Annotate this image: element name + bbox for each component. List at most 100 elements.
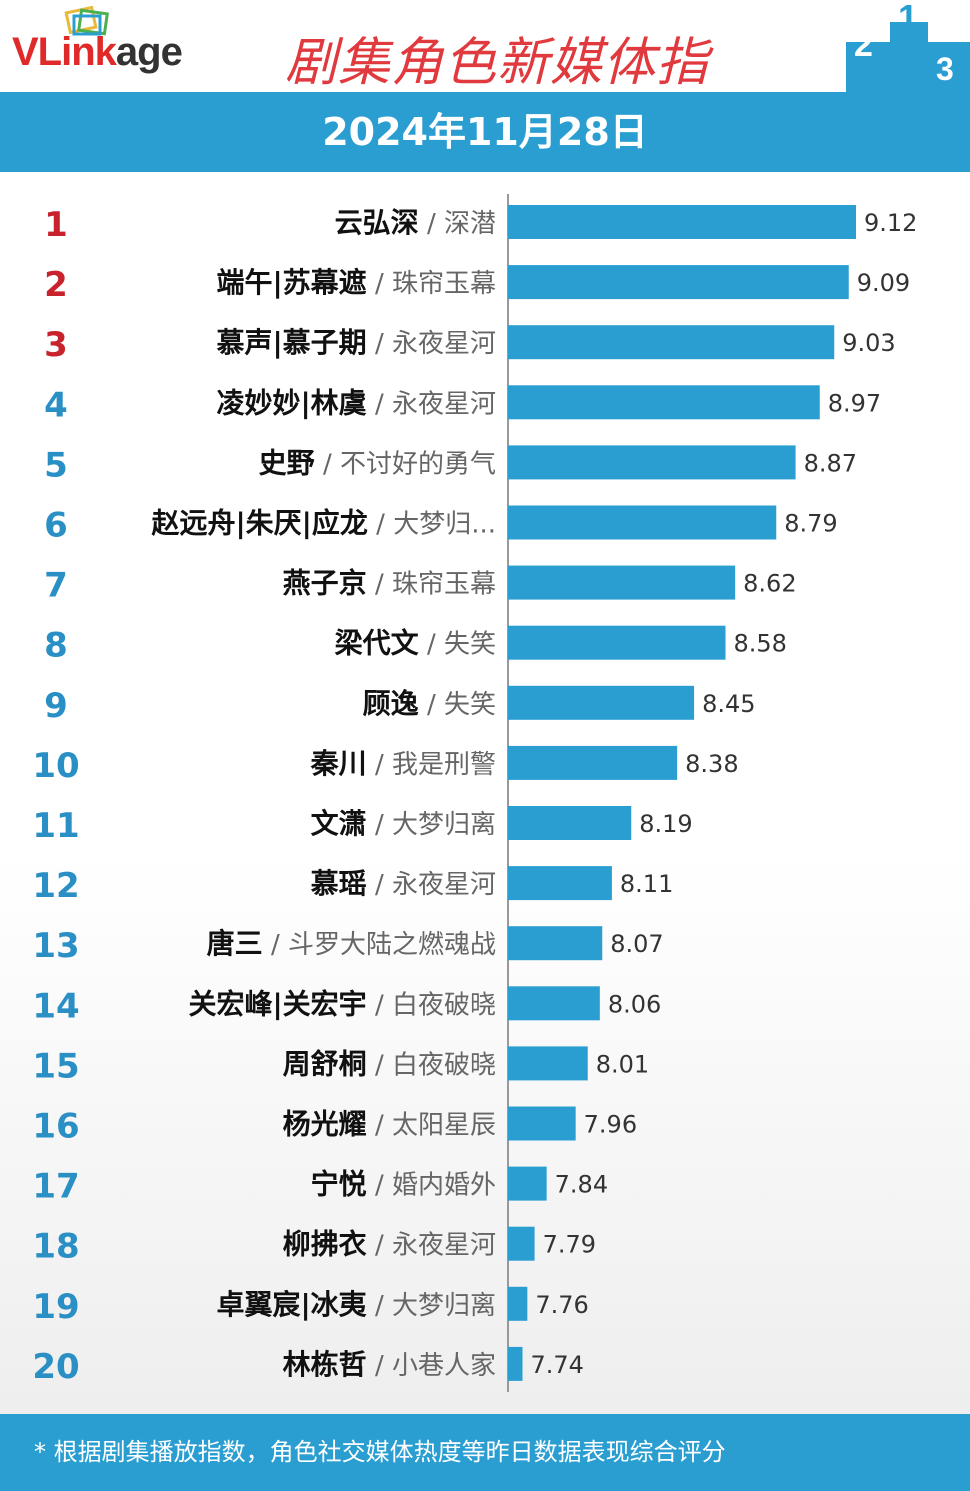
label-separator: / [367,1111,392,1141]
row-label: 梁代文 / 失笑 [334,627,496,660]
chart-row: 12 慕瑶 / 永夜星河 8.11 [32,866,673,906]
row-label: 慕瑶 / 永夜星河 [311,867,496,900]
chart-row: 3 慕声|慕子期 / 永夜星河 9.03 [44,325,896,365]
vlinkage-logo: VLinkage [12,5,222,82]
chart-row: 2 端午|苏幕遮 / 珠帘玉幕 9.09 [44,265,910,305]
character-name: 慕声|慕子期 [216,326,366,359]
rank-label: 6 [44,506,68,546]
bar [508,1166,547,1201]
bar [508,385,820,420]
chart-row: 17 宁悦 / 婚内婚外 7.84 [32,1166,608,1207]
chart-row: 4 凌妙妙|林虞 / 永夜星河 8.97 [44,385,881,425]
label-separator: / [367,750,392,780]
label-separator: / [263,930,288,960]
bar [508,565,736,600]
chart-row: 14 关宏峰|关宏宇 / 白夜破晓 8.06 [32,986,661,1026]
value-label: 7.74 [531,1351,584,1379]
rank-label: 12 [32,866,79,906]
value-label: 7.96 [584,1111,637,1139]
label-separator: / [419,209,444,239]
rank-label: 16 [32,1107,79,1147]
rank-label: 14 [32,986,79,1026]
row-label: 文潇 / 大梦归离 [311,807,496,840]
label-separator: / [367,1291,392,1321]
podium-icon: 2 1 3 [846,0,970,92]
chart-row: 10 秦川 / 我是刑警 8.38 [32,745,739,786]
bar [508,1346,523,1381]
bar [508,1226,535,1261]
label-separator: / [367,990,392,1020]
bar [508,745,678,780]
show-name: 白夜破晓 [392,990,496,1020]
label-separator: / [315,449,340,479]
chart-row: 5 史野 / 不讨好的勇气 8.87 [44,445,857,485]
bar [508,1106,576,1141]
show-name: 失笑 [444,690,496,720]
character-name: 端午|苏幕遮 [216,266,366,299]
logo-text-vlink: VLink [12,30,117,74]
rank-label: 1 [44,205,68,245]
rank-label: 13 [32,926,79,966]
row-label: 凌妙妙|林虞 / 永夜星河 [216,386,496,419]
value-label: 8.19 [639,810,692,838]
rank-label: 10 [32,746,79,786]
row-label: 周舒桐 / 白夜破晓 [283,1047,496,1080]
row-label: 云弘深 / 深潜 [335,206,496,239]
show-name: 斗罗大陆之燃魂战 [288,930,496,960]
value-label: 8.06 [608,990,661,1018]
value-label: 8.38 [685,750,738,778]
character-name: 顾逸 [363,687,419,720]
character-name: 周舒桐 [283,1047,367,1080]
character-name: 柳拂衣 [283,1228,367,1261]
chart-row: 13 唐三 / 斗罗大陆之燃魂战 8.07 [32,926,664,966]
value-label: 9.09 [857,269,910,297]
podium-label-1: 1 [898,0,918,38]
value-label: 9.12 [864,209,917,237]
value-label: 8.62 [743,570,796,598]
show-name: 永夜星河 [392,389,496,419]
rank-label: 4 [44,385,68,425]
value-label: 8.97 [828,389,881,417]
character-name: 卓翼宸|冰夷 [216,1288,366,1321]
chart-svg: 1 云弘深 / 深潜 9.12 2 端午|苏幕遮 / 珠帘玉幕 9.09 3 慕声|慕子期 /… [32,194,917,1392]
page-title: 剧集角色新媒体指 [285,33,710,93]
show-name: 我是刑警 [392,750,496,780]
label-separator: / [367,329,392,359]
character-name: 凌妙妙|林虞 [216,386,366,419]
rank-label: 18 [32,1227,79,1267]
character-name: 云弘深 [335,206,419,239]
row-label: 赵远舟|朱厌|应龙 / 大梦归... [150,507,496,540]
value-label: 7.76 [535,1291,588,1319]
show-name: 婚内婚外 [392,1171,496,1201]
label-separator: / [419,630,444,660]
character-name: 关宏峰|关宏宇 [188,987,366,1020]
show-name: 珠帘玉幕 [392,269,496,299]
bar [508,685,695,720]
label-separator: / [367,1351,392,1381]
show-name: 大梦归... [393,510,496,540]
show-name: 小巷人家 [392,1351,496,1381]
bar [508,505,777,540]
rank-label: 7 [44,566,68,606]
label-separator: / [367,1231,392,1261]
chart-row: 6 赵远舟|朱厌|应龙 / 大梦归... 8.79 [44,505,838,546]
row-label: 史野 / 不讨好的勇气 [259,446,496,479]
show-name: 大梦归离 [392,810,496,840]
label-separator: / [367,1171,392,1201]
show-name: 不讨好的勇气 [340,449,496,479]
label-separator: / [367,810,392,840]
chart-row: 7 燕子京 / 珠帘玉幕 8.62 [44,565,797,606]
chart-row: 18 柳拂衣 / 永夜星河 7.79 [32,1226,596,1267]
value-label: 8.01 [596,1050,649,1078]
chart-row: 20 林栋哲 / 小巷人家 7.74 [32,1346,584,1387]
bar [508,205,856,239]
show-name: 永夜星河 [392,870,496,900]
header: VLinkage 剧集角色新媒体指 2 1 3 [0,0,970,93]
podium-label-3: 3 [936,51,954,87]
bar [508,265,849,300]
bar [508,1286,528,1321]
rank-label: 3 [44,325,68,365]
show-name: 深潜 [444,209,496,239]
character-name: 史野 [259,446,315,479]
row-label: 卓翼宸|冰夷 / 大梦归离 [216,1288,496,1321]
